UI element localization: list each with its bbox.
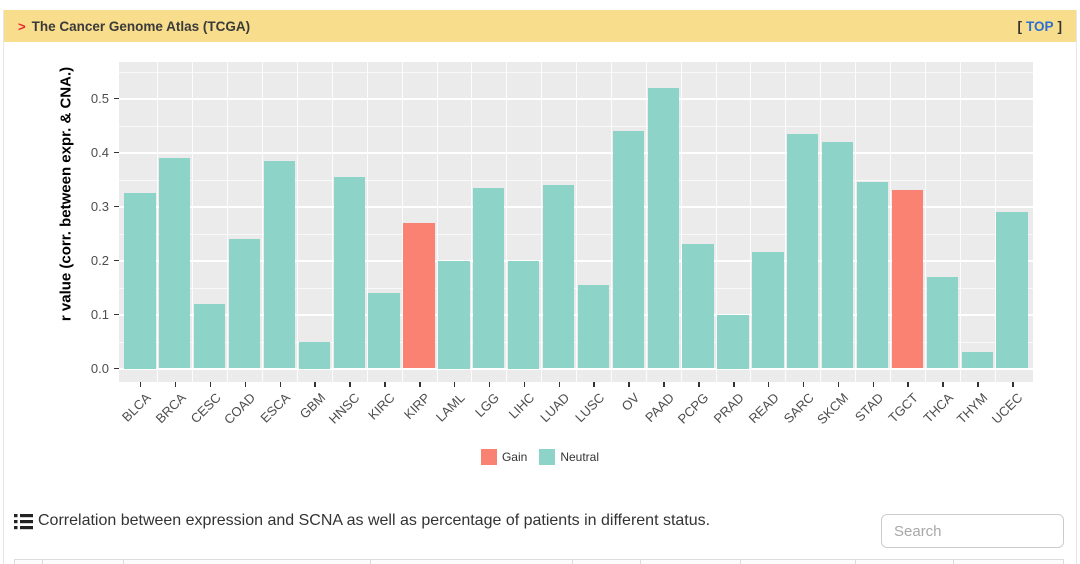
table-column-divider [953,560,954,564]
content-card [3,10,1077,564]
top-link-close-bracket: ] [1057,18,1063,34]
top-link-open-bracket: [ [1017,18,1022,34]
table-column-divider [370,560,371,564]
section-title: The Cancer Genome Atlas (TCGA) [31,18,251,34]
red-arrow-marker: > [18,18,26,34]
top-link-label: TOP [1025,18,1054,34]
caption-text: Correlation between expression and SCNA … [38,512,711,529]
section-header-left: > The Cancer Genome Atlas (TCGA) [18,19,250,34]
list-icon [14,513,33,529]
table-column-divider [42,560,43,564]
table-top-edge [14,559,1064,564]
table-column-divider [14,560,15,564]
table-column-divider [123,560,124,564]
table-column-divider [572,560,573,564]
section-header-tcga[interactable]: > The Cancer Genome Atlas (TCGA) [TOP] [4,10,1076,42]
table-column-divider [640,560,641,564]
table-column-divider [855,560,856,564]
search-input[interactable] [881,514,1064,548]
table-column-divider [740,560,741,564]
table-column-divider [1063,560,1064,564]
caption-row: Correlation between expression and SCNA … [14,512,710,530]
top-link[interactable]: [TOP] [1017,19,1062,34]
